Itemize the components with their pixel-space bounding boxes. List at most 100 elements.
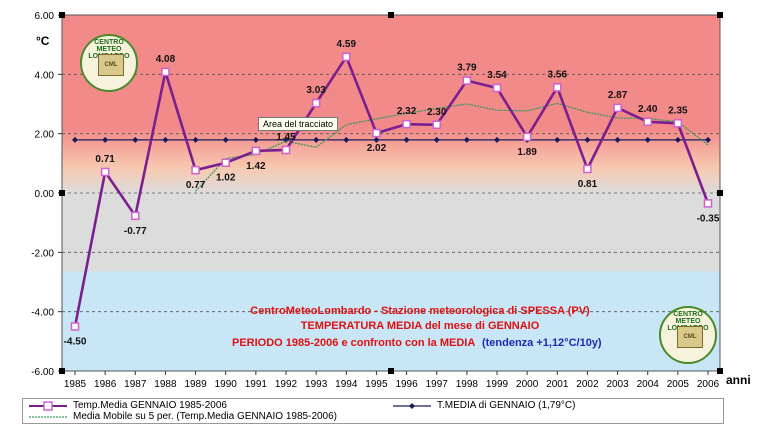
temperature-point — [281, 145, 291, 155]
temperature-point — [70, 322, 80, 331]
data-label: -0.77 — [124, 226, 147, 237]
mean-marker — [72, 136, 78, 143]
legend-item-moving-average[interactable]: Media Mobile su 5 per. (Temp.Media GENNA… — [29, 411, 337, 422]
temperature-point — [402, 119, 411, 129]
mean-marker — [343, 136, 350, 143]
logo-bottom-right: CENTRO METEO LOMBARDO CML — [659, 306, 717, 364]
mean-marker — [252, 136, 259, 143]
y-tick-label: 4.00 — [35, 70, 55, 81]
legend-item-mean[interactable]: T.MEDIA di GENNAIO (1,79°C) — [393, 400, 575, 411]
mean-marker — [192, 136, 199, 143]
data-label: 4.08 — [156, 54, 176, 65]
data-label: 3.79 — [457, 63, 477, 74]
temperature-point — [673, 119, 683, 128]
legend-swatch-moving-average — [29, 415, 67, 418]
x-tick-label: 1995 — [365, 379, 388, 390]
data-label: 2.87 — [608, 90, 628, 101]
mean-marker — [102, 136, 109, 143]
y-axis-tick-labels: 6.00 4.00 2.00 0.00 -2.00 -4.00 -6.00 — [31, 11, 62, 378]
y-tick-label: 0.00 — [35, 189, 55, 200]
logo-core: CML — [98, 54, 124, 76]
x-tick-label: 1990 — [215, 379, 238, 390]
mean-marker — [403, 136, 410, 143]
legend[interactable]: Temp.Media GENNAIO 1985-2006 T.MEDIA di … — [22, 398, 724, 424]
y-tick-label: 2.00 — [35, 130, 55, 141]
mean-marker — [162, 136, 169, 143]
x-tick-label: 2001 — [546, 379, 569, 390]
y-tick-label: -2.00 — [31, 248, 54, 259]
y-axis-label: °C — [36, 34, 50, 48]
temperature-point — [221, 158, 230, 167]
temperature-point — [342, 52, 351, 62]
x-tick-label: 1997 — [426, 379, 449, 390]
data-label: 2.30 — [427, 107, 447, 118]
legend-item-monthly-temperature[interactable]: Temp.Media GENNAIO 1985-2006 — [29, 400, 227, 411]
selection-handle[interactable] — [59, 368, 65, 374]
x-tick-label: 1996 — [395, 379, 418, 390]
x-tick-label: 1986 — [94, 379, 117, 390]
legend-swatch-monthly — [29, 400, 67, 411]
selection-handle[interactable] — [388, 12, 394, 18]
temperature-line — [73, 54, 710, 327]
data-label: 0.71 — [95, 154, 115, 165]
mean-marker — [433, 136, 440, 143]
data-labels: -4.50 0.71 -0.77 4.08 0.77 1.02 1.42 1.45 3.03 4.… — [64, 39, 720, 348]
temperature-point — [522, 132, 532, 142]
x-tick-label: 1993 — [305, 379, 328, 390]
data-label: 1.89 — [517, 147, 537, 158]
x-tick-label: 1999 — [486, 379, 509, 390]
temperature-point — [251, 146, 261, 156]
annotation-line-3-text: PERIODO 1985-2006 e confronto con la MED… — [232, 337, 475, 349]
selection-handle[interactable] — [59, 190, 65, 196]
mean-marker — [705, 136, 711, 143]
data-label: 2.32 — [397, 106, 417, 117]
mean-marker — [614, 136, 621, 143]
temperature-point — [613, 103, 622, 113]
legend-label-moving-average: Media Mobile su 5 per. (Temp.Media GENNA… — [73, 411, 338, 422]
selection-handle[interactable] — [717, 12, 723, 18]
data-label: 2.35 — [668, 105, 688, 116]
mean-marker — [313, 136, 320, 143]
temperature-point — [643, 117, 652, 127]
x-tick-label: 2005 — [667, 379, 690, 390]
data-label: 1.42 — [246, 161, 266, 172]
temperature-point — [100, 167, 110, 177]
temperature-point — [583, 164, 592, 174]
moving-average-line — [195, 102, 709, 192]
temperature-point — [703, 199, 713, 208]
annotation-trend: (tendenza +1,12°C/10y) — [482, 337, 602, 349]
x-axis-label: anni — [726, 373, 751, 387]
data-label: 2.02 — [367, 143, 387, 154]
data-label: 4.59 — [337, 39, 357, 50]
logo-core: CML — [677, 326, 703, 348]
gridlines — [62, 73, 720, 313]
x-tick-label: 2002 — [576, 379, 599, 390]
selection-handle[interactable] — [388, 368, 394, 374]
selection-handle[interactable] — [59, 12, 65, 18]
data-label: 0.81 — [578, 179, 598, 190]
x-tick-label: 1998 — [456, 379, 479, 390]
annotation-line-2: TEMPERATURA MEDIA del mese di GENNAIO — [301, 320, 540, 332]
annotation-line-1: CentroMeteoLombardo - Stazione meteorolo… — [250, 305, 590, 317]
plot-area-tooltip: Area del tracciato — [258, 117, 339, 131]
data-label: 0.77 — [186, 180, 206, 191]
data-label: -4.50 — [64, 337, 87, 348]
mean-marker — [463, 136, 470, 143]
y-tick-label: 6.00 — [35, 11, 55, 22]
data-label: 3.54 — [487, 70, 507, 81]
legend-label-mean: T.MEDIA di GENNAIO (1,79°C) — [437, 400, 576, 411]
x-tick-label: 2004 — [637, 379, 660, 390]
x-tick-label: 1987 — [124, 379, 147, 390]
x-axis-tick-labels: 1985 1986 1987 1988 1989 1990 1991 1992 1993 1994… — [64, 371, 720, 390]
selection-handle[interactable] — [717, 190, 723, 196]
x-tick-label: 2000 — [516, 379, 539, 390]
plot-area-handles[interactable] — [59, 12, 723, 374]
temperature-point — [553, 83, 562, 92]
temperature-point — [372, 128, 381, 138]
mean-marker — [494, 136, 500, 143]
selection-handle[interactable] — [717, 368, 723, 374]
annotation-line-3: PERIODO 1985-2006 e confronto con la MED… — [232, 337, 602, 349]
temperature-point — [191, 165, 200, 175]
y-tick-label: -4.00 — [31, 308, 54, 319]
